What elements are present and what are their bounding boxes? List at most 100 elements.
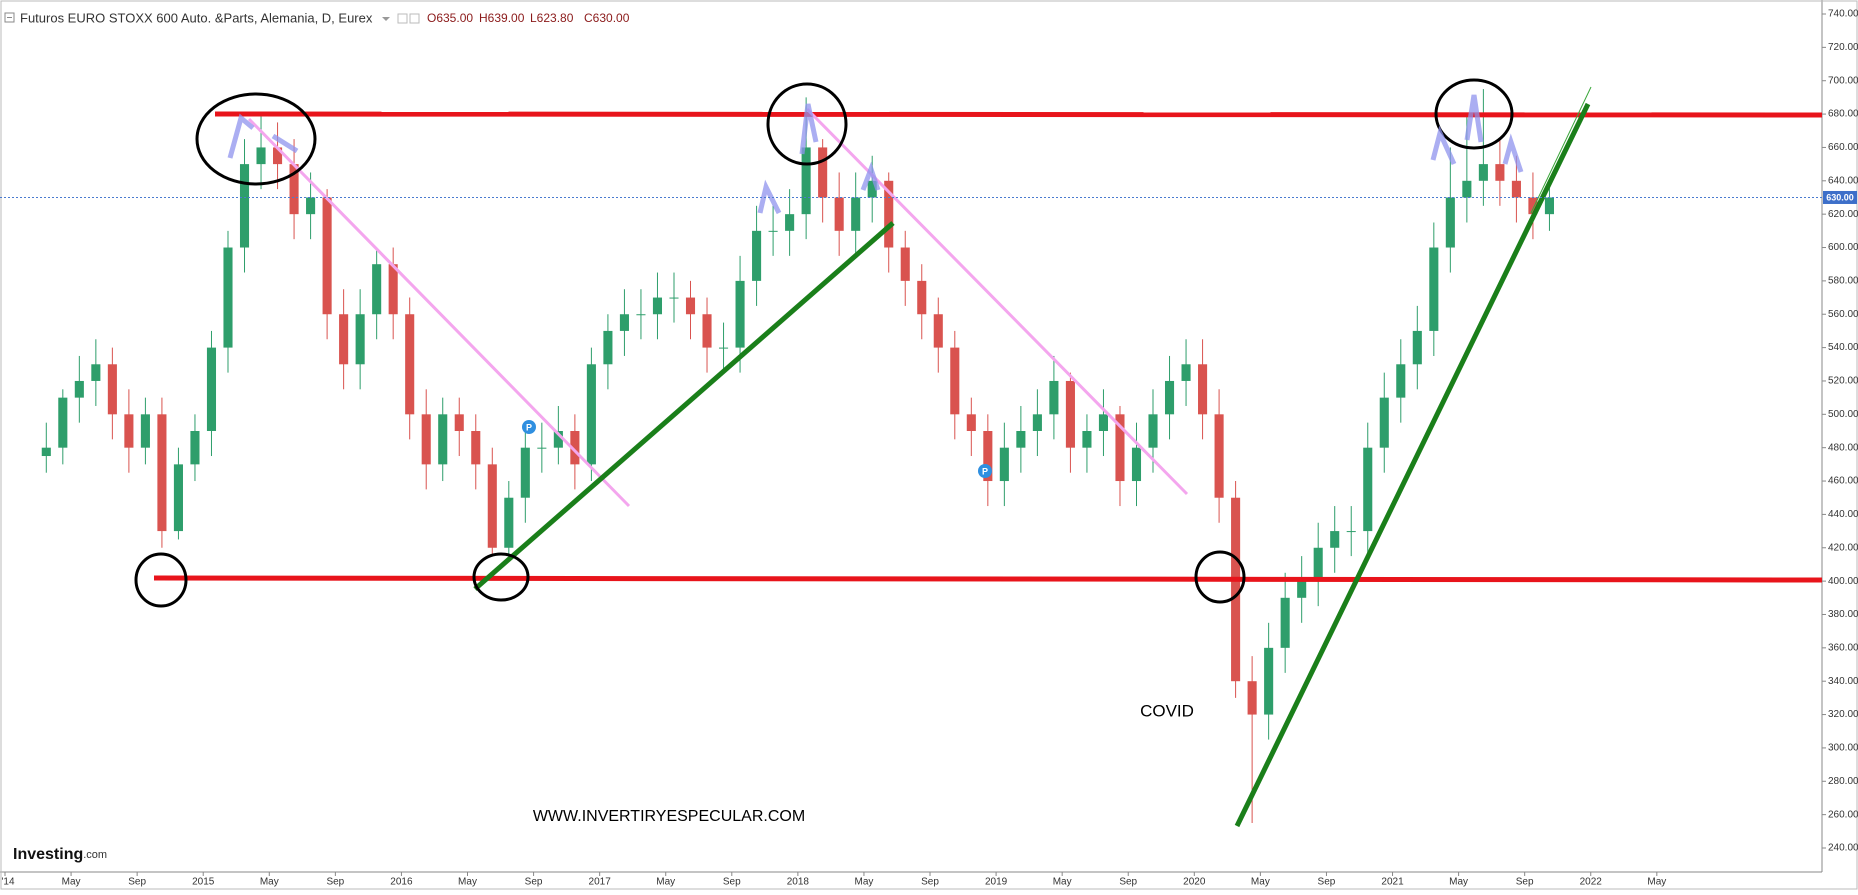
peak-mark <box>227 113 255 159</box>
candle-body <box>702 314 712 348</box>
x-tick-label: 2015 <box>192 877 215 888</box>
x-tick-label: Sep <box>921 877 939 888</box>
x-tick-label: May <box>1647 877 1666 888</box>
y-tick-label: 260.00 <box>1828 809 1858 820</box>
brand-name: Investing <box>13 846 83 863</box>
x-tick-label: May <box>656 877 675 888</box>
x-tick-label: 2019 <box>985 877 1008 888</box>
resistance-line <box>214 111 1823 118</box>
y-tick-label: 520.00 <box>1828 376 1858 387</box>
event-marker[interactable]: P <box>978 464 992 478</box>
y-tick-label: 240.00 <box>1828 843 1858 854</box>
y-tick-label: 440.00 <box>1828 509 1858 520</box>
peak-mark <box>271 133 299 154</box>
peak-mark <box>860 161 881 191</box>
candle-body <box>339 314 349 365</box>
candle-body <box>471 431 481 465</box>
candle-body <box>74 380 84 398</box>
candle-body <box>1379 397 1389 448</box>
y-tick-label: 480.00 <box>1828 442 1858 453</box>
x-tick-label: Sep <box>723 877 741 888</box>
uptrend-line <box>1530 86 1592 214</box>
candles <box>41 89 1554 823</box>
candle-body <box>619 314 629 331</box>
x-tick-label: 2018 <box>787 877 810 888</box>
candle-body <box>1098 414 1109 431</box>
candle-body <box>1214 414 1224 498</box>
candle-body <box>273 147 283 165</box>
y-tick-label: 700.00 <box>1828 75 1858 86</box>
candle-body <box>1511 180 1521 198</box>
y-tick-label: 620.00 <box>1828 209 1858 220</box>
event-marker-icon[interactable] <box>978 464 992 478</box>
x-tick-label: May <box>854 877 873 888</box>
candle-body <box>983 431 993 482</box>
candle-body <box>1131 447 1142 482</box>
candle-body <box>306 197 316 215</box>
x-tick-label: 2017 <box>589 877 612 888</box>
candle-body <box>586 364 596 465</box>
candle-body <box>735 280 745 348</box>
candle-body <box>405 314 415 415</box>
candle-body <box>421 414 431 465</box>
x-tick-label: 2020 <box>1183 877 1206 888</box>
candle-body <box>1528 197 1538 215</box>
candle-body <box>140 414 150 448</box>
candle-body <box>917 280 927 315</box>
candle-body <box>91 364 101 381</box>
candle-body <box>1264 647 1274 715</box>
y-tick-label: 740.00 <box>1828 9 1858 20</box>
candle-body <box>1396 364 1406 398</box>
candle-body <box>107 364 117 415</box>
candle-body <box>487 464 497 548</box>
candle-body <box>1346 531 1356 533</box>
candle-body <box>438 414 448 465</box>
candle-body <box>1280 597 1290 648</box>
candle-body <box>520 447 530 498</box>
x-tick-label: '14 <box>1 877 14 888</box>
candle-body <box>785 214 795 231</box>
ohlc-open: O635.00 <box>427 11 473 25</box>
event-marker-label: P <box>526 422 532 432</box>
icon[interactable] <box>397 13 408 24</box>
ohlc-low: L623.80 <box>530 11 574 25</box>
candle-body <box>884 180 894 248</box>
candle-body <box>454 414 464 431</box>
ohlc-high: H639.00 <box>479 11 525 25</box>
y-tick-label: 340.00 <box>1828 676 1858 687</box>
icon[interactable] <box>409 13 420 24</box>
event-marker[interactable]: P <box>522 420 536 434</box>
candle-body <box>388 264 398 315</box>
candle-body <box>1164 380 1175 415</box>
candle-body <box>223 247 233 348</box>
candle-body <box>867 180 877 198</box>
candle-body <box>752 230 762 281</box>
annotation: COVID <box>1140 701 1194 720</box>
candle-body <box>1313 547 1323 582</box>
last-price-label: 630.00 <box>1826 192 1854 202</box>
y-tick-label: 500.00 <box>1828 409 1858 420</box>
candle-body <box>41 447 51 457</box>
candle-body <box>851 197 861 231</box>
dropdown-arrow[interactable] <box>382 17 390 21</box>
candle-body <box>1065 380 1075 448</box>
circle <box>134 552 188 608</box>
y-tick-label: 640.00 <box>1828 175 1858 186</box>
candle-body <box>553 431 563 448</box>
y-tick-label: 280.00 <box>1828 776 1858 787</box>
y-tick-label: 680.00 <box>1828 109 1858 120</box>
circle <box>766 82 848 166</box>
peak-mark <box>1430 125 1457 166</box>
candle-body <box>1445 197 1455 248</box>
x-tick-label: May <box>260 877 279 888</box>
candle-body <box>1016 431 1026 448</box>
event-marker-icon[interactable] <box>522 420 536 434</box>
axes: 240.00 260.00 280.00 300.00 320.00 340.00 360.… <box>1 9 1858 888</box>
last-price-tag <box>1823 190 1857 204</box>
x-tick-label: Sep <box>326 877 344 888</box>
collapse-icon[interactable] <box>4 12 15 23</box>
x-tick-label: Sep <box>1516 877 1534 888</box>
y-tick-label: 380.00 <box>1828 609 1858 620</box>
candle-body <box>950 347 960 415</box>
